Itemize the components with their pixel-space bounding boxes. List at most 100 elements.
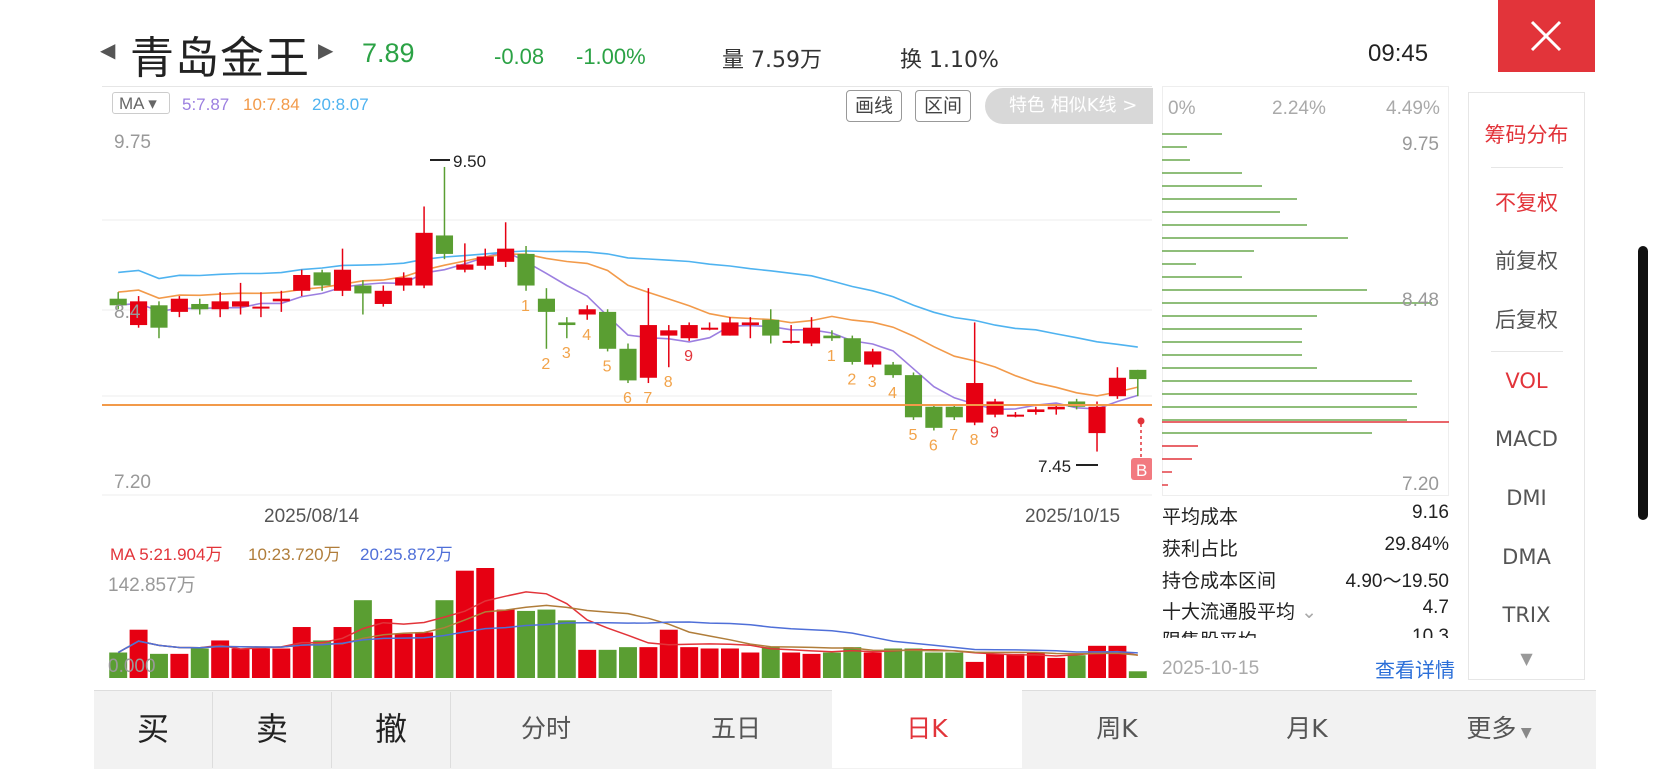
- candle: [537, 288, 555, 349]
- chip-date: 2025-10-15: [1162, 658, 1260, 679]
- candle: [558, 317, 576, 339]
- ma20-line: [118, 250, 1138, 348]
- volume-bar: [109, 652, 128, 678]
- tab-weekly-k[interactable]: 周K: [1096, 714, 1138, 743]
- candle: [823, 330, 841, 341]
- tab-monthly-k[interactable]: 月K: [1286, 714, 1328, 743]
- volume-bar: [1088, 645, 1106, 678]
- tab-intraday[interactable]: 分时: [520, 714, 571, 743]
- scrollbar[interactable]: [1638, 246, 1648, 520]
- backward-adjust-option[interactable]: 后复权: [1495, 308, 1558, 332]
- restricted-holders-row[interactable]: 限售股平均 ⌄10.3: [1162, 626, 1449, 638]
- chip-axis-top: 9.75: [1402, 134, 1439, 155]
- volume-bar: [680, 647, 699, 678]
- macd-indicator[interactable]: MACD: [1495, 427, 1558, 451]
- candle: [150, 301, 168, 339]
- ma-selector[interactable]: MA ▾: [112, 92, 170, 114]
- range-button[interactable]: 区间: [915, 90, 972, 122]
- candle: [619, 343, 637, 384]
- vol-axis-top: 142.857万: [108, 575, 196, 596]
- candle: [272, 290, 290, 312]
- dmi-indicator[interactable]: DMI: [1506, 486, 1547, 510]
- buy-button[interactable]: 买: [136, 710, 169, 748]
- volume-bar: [353, 600, 372, 678]
- volume-bar: [782, 652, 801, 678]
- forward-adjust-option[interactable]: 前复权: [1495, 249, 1558, 273]
- price-axis-top: 9.75: [114, 132, 151, 153]
- volume-bar: [537, 609, 556, 678]
- candle: [966, 322, 984, 426]
- trix-indicator[interactable]: TRIX: [1502, 603, 1551, 627]
- volume-bar: [1006, 653, 1025, 678]
- candle: [231, 282, 250, 315]
- ma20-legend: 20:8.07: [312, 95, 369, 114]
- volume-bar: [1047, 657, 1066, 678]
- vol-ma5-legend: MA 5:21.904万: [110, 545, 223, 564]
- tab-more[interactable]: 更多 ▼: [1466, 714, 1532, 743]
- candle: [476, 248, 494, 270]
- vol-indicator[interactable]: VOL: [1505, 369, 1548, 393]
- chip-pct-1: 2.24%: [1272, 98, 1326, 119]
- top10-holders-row[interactable]: 十大流通股平均 ⌄ 4.7: [1162, 597, 1449, 623]
- td-label: 7: [643, 390, 652, 407]
- buy-signal[interactable]: B: [1131, 417, 1152, 481]
- candle: [578, 305, 596, 320]
- candle: [293, 269, 311, 297]
- sell-button[interactable]: 卖: [255, 710, 288, 748]
- indicator-panel: 筹码分布 不复权 前复权 后复权 VOL MACD DMI DMA TRIX ▼: [1468, 92, 1585, 680]
- candle: [1006, 412, 1025, 418]
- candle: [741, 317, 759, 339]
- volume-bar: [802, 653, 821, 678]
- avg-cost-row: 平均成本 9.16: [1162, 502, 1449, 528]
- td-label: 4: [582, 327, 591, 344]
- dma-indicator[interactable]: DMA: [1502, 545, 1551, 569]
- draw-line-button[interactable]: 画线: [846, 90, 903, 122]
- volume-bar: [822, 652, 841, 678]
- candle: [660, 325, 678, 368]
- candle: [1108, 367, 1126, 399]
- td-label: 6: [623, 390, 632, 407]
- td-label: 5: [908, 427, 917, 444]
- cancel-order-button[interactable]: 撤: [374, 710, 407, 748]
- close-button[interactable]: [1498, 0, 1595, 72]
- high-marker: 9.50: [430, 152, 486, 171]
- ma5-line: [118, 250, 1139, 411]
- candle: [435, 166, 454, 260]
- candle: [170, 296, 188, 318]
- similar-kline-button[interactable]: 特色 相似K线 >: [985, 88, 1153, 124]
- td-label: 2: [541, 356, 550, 373]
- low-marker: 7.45: [1038, 457, 1098, 476]
- scroll-down-icon[interactable]: ▼: [1520, 649, 1533, 668]
- chip-distribution-tab[interactable]: 筹码分布: [1484, 123, 1569, 147]
- volume-bar: [1128, 671, 1147, 678]
- volume-bar: [884, 648, 903, 678]
- candle: [497, 222, 515, 268]
- ma5-legend: 5:7.87: [182, 95, 230, 114]
- tab-daily-k[interactable]: 日K: [832, 690, 1022, 768]
- kline-chart-area[interactable]: [102, 86, 1152, 497]
- prev-stock-icon[interactable]: ◀: [100, 40, 116, 62]
- candle: [1027, 406, 1045, 415]
- profit-ratio-row: 获利占比 29.84%: [1162, 534, 1449, 560]
- no-adjust-option[interactable]: 不复权: [1495, 191, 1558, 215]
- candle: [130, 296, 148, 328]
- view-details-link[interactable]: 查看详情: [1375, 658, 1455, 682]
- volume-bar: [292, 627, 311, 678]
- volume-chart[interactable]: [102, 560, 1152, 680]
- ma10-line: [118, 253, 1138, 397]
- price-axis-bottom: 7.20: [114, 472, 151, 493]
- candle: [211, 292, 229, 318]
- volume-bar: [251, 648, 270, 678]
- td-label: 2: [847, 372, 856, 389]
- next-stock-icon[interactable]: ▶: [318, 40, 334, 62]
- ma10-legend: 10:7.84: [243, 95, 300, 114]
- volume-bar: [374, 618, 393, 678]
- high-label: 9.50: [453, 152, 486, 171]
- chip-distribution-chart[interactable]: [1162, 86, 1449, 496]
- chip-pct-2: 4.49%: [1386, 98, 1440, 119]
- candle: [843, 335, 861, 365]
- tab-five-day[interactable]: 五日: [710, 714, 761, 743]
- chip-axis-bottom: 7.20: [1402, 474, 1439, 495]
